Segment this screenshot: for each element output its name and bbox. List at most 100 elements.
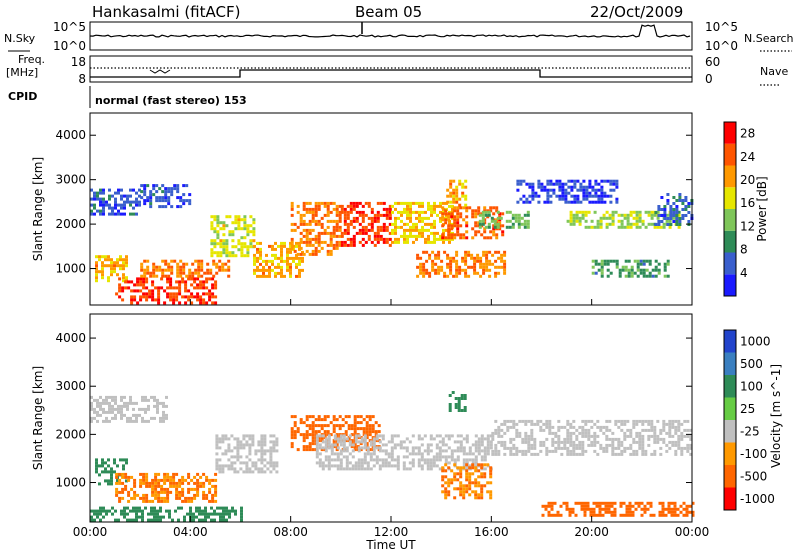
heatmap-cell-8 bbox=[373, 219, 377, 223]
heatmap-cell-8 bbox=[557, 437, 561, 441]
heatmap-cell-9 bbox=[195, 509, 198, 513]
heatmap-cell-7 bbox=[335, 246, 339, 250]
heatmap-cell-4 bbox=[167, 265, 171, 269]
heatmap-cell-3 bbox=[239, 461, 243, 465]
heatmap-cell-5 bbox=[486, 452, 490, 456]
heatmap-cell-9 bbox=[240, 515, 243, 519]
heatmap-cell-14 bbox=[644, 210, 648, 214]
heatmap-cell-5 bbox=[384, 458, 388, 462]
heatmap-cell-17 bbox=[603, 191, 607, 195]
heatmap-cell-15 bbox=[672, 211, 676, 214]
heatmap-cell-13 bbox=[478, 222, 482, 226]
heatmap-cell-8 bbox=[674, 431, 678, 435]
power-colorbar-segment-6 bbox=[724, 143, 736, 166]
heatmap-cell-3 bbox=[224, 434, 228, 438]
heatmap-cell-9 bbox=[93, 518, 96, 522]
heatmap-cell-5 bbox=[321, 461, 325, 465]
heatmap-cell-8 bbox=[494, 449, 498, 453]
heatmap-cell-15 bbox=[678, 196, 682, 199]
heatmap-cell-13 bbox=[478, 225, 482, 229]
velocity-panel-frame bbox=[89, 313, 693, 523]
heatmap-cell-9 bbox=[120, 512, 123, 516]
heatmap-cell-4 bbox=[176, 265, 180, 269]
heatmap-cell-14 bbox=[614, 210, 618, 214]
heatmap-cell-12 bbox=[446, 256, 450, 260]
heatmap-cell-7 bbox=[480, 472, 484, 476]
heatmap-cell-5 bbox=[369, 467, 373, 471]
heatmap-cell-8 bbox=[343, 240, 347, 244]
heatmap-cell-2 bbox=[181, 487, 185, 491]
heatmap-cell-3 bbox=[145, 277, 149, 281]
heatmap-cell-5 bbox=[330, 458, 334, 462]
heatmap-cell-10 bbox=[550, 513, 554, 517]
heatmap-cell-8 bbox=[677, 434, 681, 438]
heatmap-cell-14 bbox=[650, 222, 654, 226]
heatmap-cell-0 bbox=[102, 191, 105, 195]
heatmap-cell-17 bbox=[564, 188, 568, 192]
heatmap-cell-3 bbox=[148, 292, 152, 296]
heatmap-cell-5 bbox=[396, 458, 400, 462]
heatmap-cell-9 bbox=[397, 237, 400, 241]
heatmap-cell-7 bbox=[317, 219, 321, 223]
heatmap-cell-14 bbox=[584, 219, 588, 223]
heatmap-cell-7 bbox=[317, 249, 321, 253]
heatmap-cell-2 bbox=[175, 472, 179, 476]
heatmap-cell-15 bbox=[657, 208, 661, 211]
heatmap-cell-6 bbox=[274, 256, 277, 260]
heatmap-cell-7 bbox=[456, 466, 460, 470]
heatmap-cell-2 bbox=[208, 499, 212, 503]
heatmap-cell-3 bbox=[272, 434, 276, 438]
heatmap-cell-10 bbox=[465, 206, 469, 210]
heatmap-cell-4 bbox=[317, 424, 321, 428]
heatmap-cell-16 bbox=[600, 259, 604, 263]
heatmap-cell-4 bbox=[293, 436, 297, 440]
heatmap-cell-8 bbox=[352, 234, 356, 238]
heatmap-cell-5 bbox=[426, 458, 430, 462]
heatmap-cell-7 bbox=[302, 213, 306, 217]
heatmap-cell-12 bbox=[434, 268, 438, 272]
heatmap-cell-12 bbox=[431, 250, 435, 254]
heatmap-cell-5 bbox=[327, 458, 331, 462]
heatmap-cell-8 bbox=[626, 428, 630, 432]
heatmap-cell-5 bbox=[375, 461, 379, 465]
heatmap-cell-16 bbox=[654, 259, 658, 263]
heatmap-cell-10 bbox=[691, 501, 695, 505]
heatmap-cell-9 bbox=[231, 509, 234, 513]
heatmap-cell-7 bbox=[326, 231, 330, 235]
heatmap-cell-0 bbox=[99, 212, 102, 216]
heatmap-cell-5 bbox=[393, 458, 397, 462]
heatmap-cell-7 bbox=[462, 466, 466, 470]
heatmap-cell-5 bbox=[327, 437, 331, 441]
heatmap-cell-10 bbox=[462, 233, 466, 237]
heatmap-cell-4 bbox=[197, 262, 201, 266]
heatmap-cell-2 bbox=[151, 481, 155, 485]
heatmap-cell-1 bbox=[110, 482, 113, 486]
heatmap-cell-3 bbox=[199, 286, 203, 290]
heatmap-cell-10 bbox=[459, 236, 463, 240]
heatmap-cell-3 bbox=[139, 277, 143, 281]
heatmap-cell-3 bbox=[145, 286, 149, 290]
heatmap-cell-3 bbox=[181, 295, 185, 299]
heatmap-cell-8 bbox=[569, 449, 573, 453]
heatmap-cell-4 bbox=[326, 415, 330, 419]
heatmap-cell-0 bbox=[135, 416, 138, 420]
heatmap-cell-7 bbox=[332, 228, 336, 232]
heatmap-cell-5 bbox=[372, 440, 376, 444]
heatmap-cell-10 bbox=[444, 236, 448, 240]
heatmap-cell-5 bbox=[225, 254, 229, 258]
heatmap-cell-3 bbox=[187, 289, 191, 293]
heatmap-cell-0 bbox=[138, 194, 141, 198]
heatmap-cell-13 bbox=[523, 222, 527, 226]
heatmap-cell-9 bbox=[222, 512, 225, 516]
heatmap-cell-2 bbox=[214, 490, 218, 494]
heatmap-cell-5 bbox=[420, 437, 424, 441]
heatmap-cell-6 bbox=[295, 256, 298, 260]
heatmap-cell-8 bbox=[379, 234, 383, 238]
heatmap-cell-7 bbox=[468, 475, 472, 479]
heatmap-cell-9 bbox=[99, 509, 102, 513]
heatmap-cell-13 bbox=[523, 225, 527, 229]
heatmap-cell-14 bbox=[581, 210, 585, 214]
heatmap-cell-3 bbox=[233, 437, 237, 441]
heatmap-cell-8 bbox=[575, 452, 579, 456]
heatmap-cell-6 bbox=[457, 406, 461, 409]
